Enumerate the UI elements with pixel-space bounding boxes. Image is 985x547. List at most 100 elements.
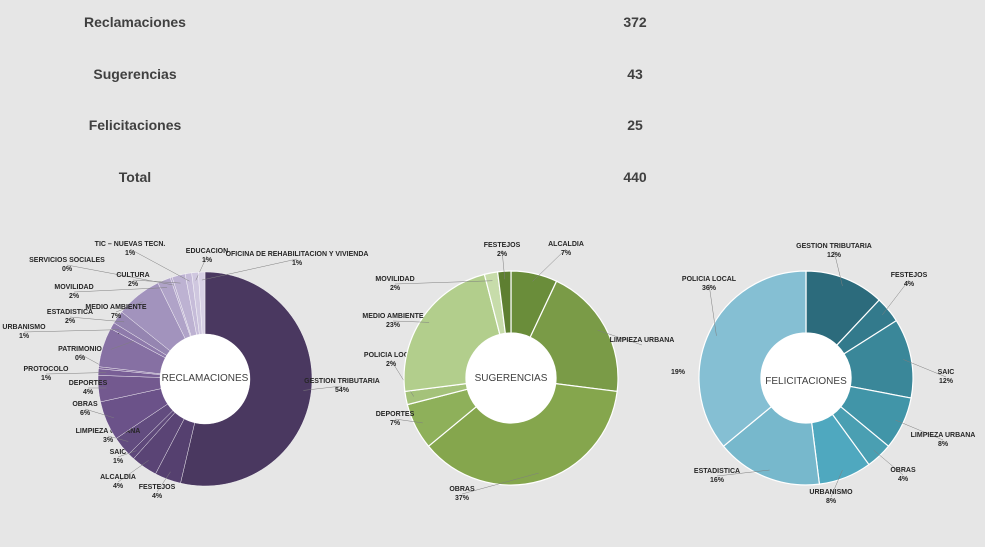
slice-label: DEPORTES xyxy=(69,380,108,387)
slice-percent-label: 16% xyxy=(710,477,725,484)
leader-line xyxy=(84,408,114,419)
summary-value: 43 xyxy=(627,66,643,82)
slice-label: GESTION TRIBUTARIA xyxy=(796,243,872,250)
slice-percent-label: 1% xyxy=(125,250,136,257)
slice-percent-label: 7% xyxy=(561,250,572,257)
leader-line xyxy=(708,283,717,336)
slice-label: OBRAS xyxy=(890,467,916,474)
leader-line xyxy=(882,279,910,316)
summary-row-total: Total 440 xyxy=(0,169,985,193)
leader-line xyxy=(73,287,168,293)
slice-percent-label: 6% xyxy=(80,410,91,417)
slice-percent-label: 3% xyxy=(103,437,114,444)
slice-label: EDUCACION xyxy=(186,248,228,255)
donut-hole xyxy=(466,333,556,423)
leader-line xyxy=(156,471,171,493)
donut-center-label: SUGERENCIAS xyxy=(475,373,548,384)
slice-label: FESTEJOS xyxy=(484,242,521,249)
slice-percent-label: 1% xyxy=(19,333,30,340)
slice-percent-label: 7% xyxy=(111,313,122,320)
slice-label: MEDIO AMBIENTE xyxy=(362,313,424,320)
leader-line xyxy=(129,248,190,282)
slice-label: LIMPIEZA URBANA xyxy=(911,432,976,439)
slice-percent-label: 2% xyxy=(497,251,508,258)
summary-row-reclamaciones: Reclamaciones 372 xyxy=(0,14,985,38)
slice-label: PATRIMONIO xyxy=(58,346,102,353)
slice-percent-label: 12% xyxy=(827,252,842,259)
slice-label: POLICIA LOCAL xyxy=(682,276,737,283)
slice-percent-label: 1% xyxy=(41,375,52,382)
slice-percent-label: 23% xyxy=(386,322,401,329)
leader-line xyxy=(833,250,843,287)
leader-line xyxy=(597,330,643,346)
leader-line xyxy=(132,279,181,284)
leader-line xyxy=(461,472,539,495)
donut-chart-felicitaciones: GESTION TRIBUTARIA 12% FESTEJOS 4% SAIC 12% LI… xyxy=(671,243,975,505)
leader-line xyxy=(895,419,944,441)
slice-percent-label: 4% xyxy=(113,483,124,490)
leader-line xyxy=(117,450,137,458)
slice-percent-label: 37% xyxy=(455,495,470,502)
orphan-percent-label: 19% xyxy=(671,369,686,376)
summary-value: 440 xyxy=(623,169,647,185)
leader-line xyxy=(195,255,208,281)
slice-label: OFICINA DE REHABILITACION Y VIVIENDA xyxy=(226,251,369,258)
summary-value: 372 xyxy=(623,14,647,30)
donut-hole xyxy=(160,334,250,424)
leader-line xyxy=(117,460,149,483)
slice-label: URBANISMO xyxy=(809,489,853,496)
slice-label: PROTOCOLO xyxy=(24,366,70,373)
leader-line xyxy=(107,435,129,442)
slice-percent-label: 1% xyxy=(292,260,303,267)
slice-label: ESTADISTICA xyxy=(694,468,740,475)
slice-label: LIMPIEZA URBANA xyxy=(76,428,141,435)
slice-percent-label: 1% xyxy=(113,458,124,465)
leader-line xyxy=(532,248,567,282)
slice-percent-label: 0% xyxy=(75,355,86,362)
summary-label: Total xyxy=(118,169,152,185)
slice-label: TIC – NUEVAS TECN. xyxy=(95,241,166,248)
donut-chart-reclamaciones: GESTION TRIBUTARIA 54% FESTEJOS 4% ALCALDIA 4… xyxy=(2,241,379,500)
leader-line xyxy=(394,280,493,285)
summary-label: Felicitaciones xyxy=(88,117,182,133)
slice-percent-label: 2% xyxy=(386,361,397,368)
slice-label: OBRAS xyxy=(72,401,98,408)
summary-value: 25 xyxy=(627,117,643,133)
slice-percent-label: 0% xyxy=(62,266,73,273)
leader-line xyxy=(830,469,843,498)
slice-label: ALCALDIA xyxy=(100,474,136,481)
slice-percent-label: 4% xyxy=(904,281,915,288)
slice-percent-label: 8% xyxy=(938,441,949,448)
slice-label: ESTADISTICA xyxy=(47,309,93,316)
slice-label: GESTION TRIBUTARIA xyxy=(304,378,380,385)
slice-label: ALCALDIA xyxy=(548,241,584,248)
slice-percent-label: 1% xyxy=(202,257,213,264)
slice-label: SAIC xyxy=(110,449,127,456)
slice-percent-label: 4% xyxy=(152,493,163,500)
leader-line xyxy=(501,249,506,280)
summary-row-sugerencias: Sugerencias 43 xyxy=(0,66,985,90)
slice-label: POLICIA LOCAL xyxy=(364,352,419,359)
summary-label: Reclamaciones xyxy=(84,14,186,30)
summary-row-felicitaciones: Felicitaciones 25 xyxy=(0,117,985,141)
slice-label: DEPORTES xyxy=(376,411,415,418)
leader-line xyxy=(45,372,107,375)
slice-percent-label: 2% xyxy=(128,281,139,288)
slice-label: SAIC xyxy=(938,369,955,376)
leader-line xyxy=(394,418,423,424)
leader-line xyxy=(303,385,343,391)
slice-percent-label: 2% xyxy=(65,318,76,325)
leader-line xyxy=(201,258,298,281)
slice-percent-label: 12% xyxy=(939,378,954,385)
slice-label: URBANISMO xyxy=(2,324,46,331)
slice-percent-label: 54% xyxy=(335,387,350,394)
donut-center-label: FELICITACIONES xyxy=(765,376,847,387)
slice-percent-label: 2% xyxy=(390,285,401,292)
slice-percent-label: 4% xyxy=(83,389,94,396)
leader-line xyxy=(873,449,904,476)
slice-percent-label: 36% xyxy=(702,285,717,292)
slice-label: MOVILIDAD xyxy=(375,276,414,283)
slice-label: CULTURA xyxy=(116,272,149,279)
slice-label: FESTEJOS xyxy=(139,484,176,491)
